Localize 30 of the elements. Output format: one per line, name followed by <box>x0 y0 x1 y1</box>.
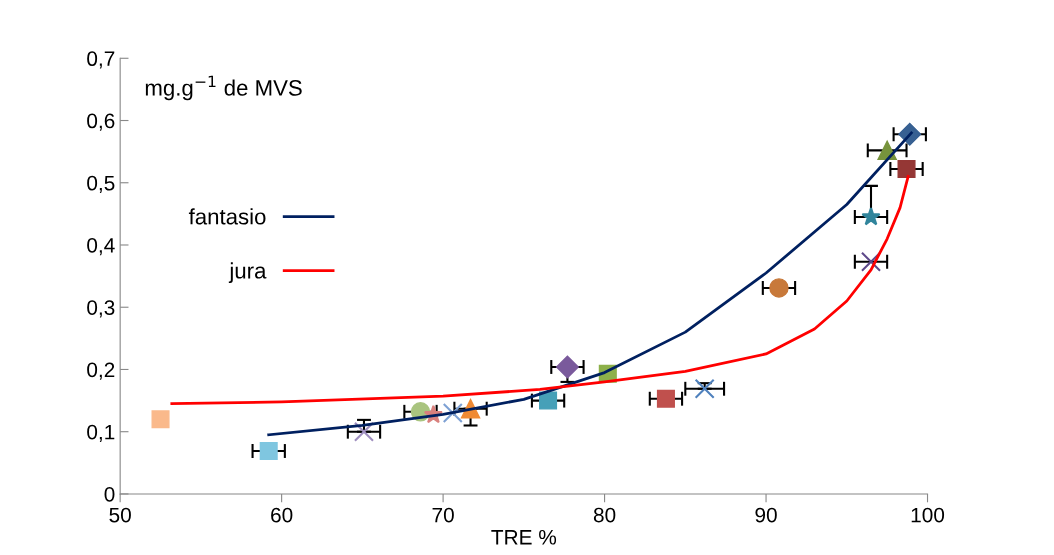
point <box>656 389 675 408</box>
point <box>861 206 881 226</box>
legend-label: jura <box>228 262 267 283</box>
x-tick-label: 90 <box>755 507 777 523</box>
x-tick-label: 70 <box>432 507 454 523</box>
x-tick-label: 50 <box>109 507 131 523</box>
x-tick-label: 60 <box>271 507 293 523</box>
point <box>442 402 463 424</box>
y-tick-label: 0,4 <box>87 237 115 256</box>
point <box>259 441 278 461</box>
y-tick-label: 0,2 <box>87 362 115 380</box>
point <box>897 160 916 179</box>
y-axis-title: mg.g$^{−1}$ de MVS <box>145 75 302 101</box>
y-tick-label: 0,5 <box>87 175 115 193</box>
x-tick-label: 100 <box>911 507 945 523</box>
point <box>151 410 170 429</box>
y-tick-label: 0,7 <box>87 51 115 69</box>
x-axis-title: TRE % <box>491 529 557 545</box>
y-tick-label: 0,3 <box>87 300 115 318</box>
y-tick-label: 0,6 <box>87 113 115 131</box>
point <box>555 355 579 379</box>
legend-label: fantasio <box>188 208 266 225</box>
point <box>539 391 558 410</box>
point <box>353 421 375 442</box>
point <box>769 278 789 298</box>
y-tick-label: 0 <box>104 486 115 502</box>
point <box>694 378 715 399</box>
point <box>860 251 882 272</box>
y-tick-label: 0,1 <box>87 424 115 442</box>
x-tick-label: 80 <box>593 507 616 523</box>
